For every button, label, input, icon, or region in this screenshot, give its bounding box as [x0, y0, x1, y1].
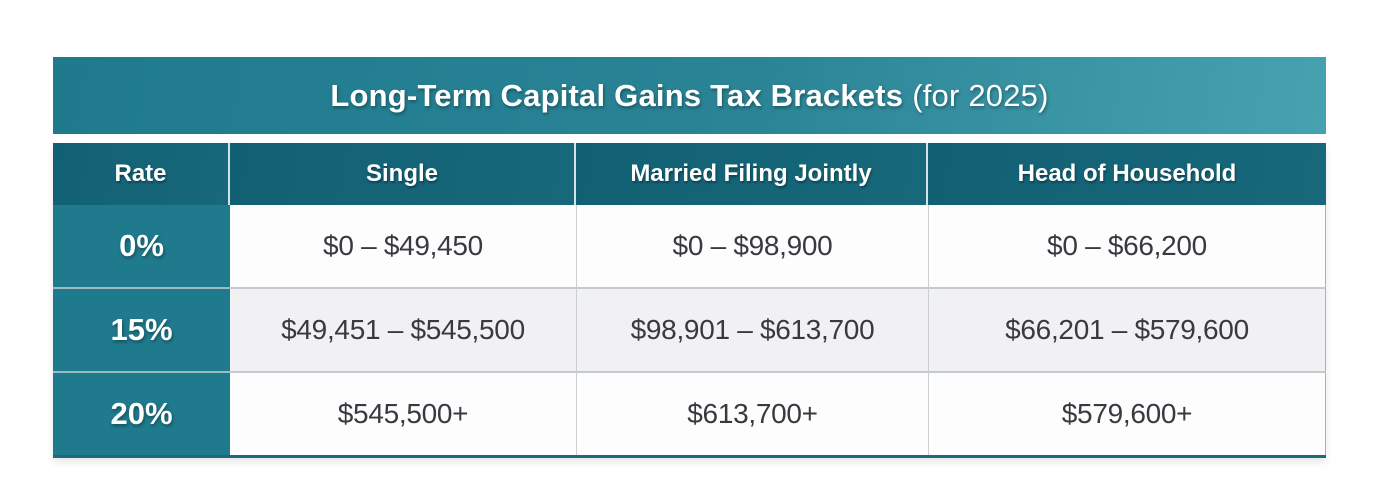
bracket-cell-hoh-0: $0 – $66,200	[928, 205, 1326, 287]
bracket-cell-hoh-15: $66,201 – $579,600	[928, 287, 1326, 371]
bracket-cell-married-15: $98,901 – $613,700	[576, 287, 928, 371]
column-header-head-of-household: Head of Household	[928, 143, 1326, 205]
rate-cell-15: 15%	[53, 287, 230, 371]
bracket-grid: Rate Single Married Filing Jointly Head …	[53, 143, 1326, 458]
bracket-cell-single-15: $49,451 – $545,500	[230, 287, 576, 371]
column-header-rate: Rate	[53, 143, 230, 205]
table-title-bar: Long-Term Capital Gains Tax Brackets (fo…	[53, 57, 1326, 134]
rate-cell-0: 0%	[53, 205, 230, 287]
tax-table: Long-Term Capital Gains Tax Brackets (fo…	[53, 57, 1326, 458]
table-title-year: (for 2025)	[912, 77, 1049, 113]
bracket-cell-married-20: $613,700+	[576, 371, 928, 455]
bracket-cell-single-20: $545,500+	[230, 371, 576, 455]
column-header-married-filing-jointly: Married Filing Jointly	[576, 143, 928, 205]
column-header-single: Single	[230, 143, 576, 205]
table-title: Long-Term Capital Gains Tax Brackets	[330, 77, 904, 113]
bracket-cell-single-0: $0 – $49,450	[230, 205, 576, 287]
rate-cell-20: 20%	[53, 371, 230, 455]
bracket-cell-hoh-20: $579,600+	[928, 371, 1326, 455]
bracket-cell-married-0: $0 – $98,900	[576, 205, 928, 287]
